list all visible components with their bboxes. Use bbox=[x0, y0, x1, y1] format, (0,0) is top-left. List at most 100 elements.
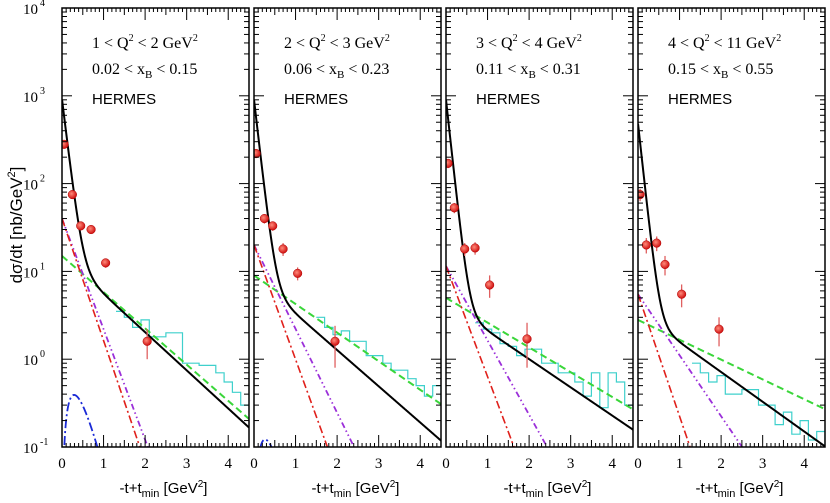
x-tick-label: 0 bbox=[58, 456, 66, 472]
panel-4: 0 1 2 3 4 -t+tmin [GeV2] 4 < Q2 < 11 GeV2 0.15 … bbox=[634, 7, 826, 500]
curve-magenta bbox=[446, 265, 549, 447]
data-point bbox=[460, 244, 470, 254]
curve-blue bbox=[63, 394, 99, 447]
curve-total bbox=[638, 123, 825, 447]
data-point bbox=[522, 334, 532, 344]
curve-red bbox=[638, 294, 691, 447]
data-point bbox=[76, 221, 86, 231]
histogram bbox=[692, 362, 825, 447]
data-point bbox=[142, 336, 152, 346]
x-axis-label: -t+tmin [GeV2] bbox=[504, 479, 592, 500]
panel-q2-label: 3 < Q2 < 4 GeV2 bbox=[476, 33, 582, 52]
panel-frame bbox=[637, 7, 826, 448]
data-point bbox=[641, 240, 651, 250]
x-tick-label: 3 bbox=[567, 456, 575, 472]
x-axis-label: -t+tmin [GeV2] bbox=[120, 479, 208, 500]
data-point bbox=[470, 243, 480, 253]
x-tick-label: 0 bbox=[634, 456, 642, 472]
panel-xb-label: 0.06 < xB < 0.23 bbox=[284, 61, 389, 81]
x-tick-label: 1 bbox=[100, 456, 108, 472]
y-axis-label-sup: 2 bbox=[6, 171, 18, 177]
curve-red bbox=[446, 265, 515, 447]
y-tick-exponent: -1 bbox=[40, 437, 48, 448]
x-axis-label: -t+tmin [GeV2] bbox=[312, 479, 400, 500]
panel-3: 0 1 2 3 4 -t+tmin [GeV2] 3 < Q2 < 4 GeV2 0.11 <… bbox=[442, 7, 634, 500]
panel-q2-label: 4 < Q2 < 11 GeV2 bbox=[668, 33, 781, 52]
data-point bbox=[449, 203, 459, 213]
x-axis-label: -t+tmin [GeV2] bbox=[696, 479, 784, 500]
x-tick-label: 4 bbox=[608, 456, 616, 472]
curve-total bbox=[254, 99, 441, 442]
data-point bbox=[293, 268, 303, 278]
data-point bbox=[101, 258, 111, 268]
data-point bbox=[652, 238, 662, 248]
curve-total bbox=[62, 99, 249, 429]
y-tick-label: 10 bbox=[23, 265, 38, 281]
curve-green bbox=[62, 255, 249, 420]
data-point bbox=[278, 244, 288, 254]
panel-q2-label: 2 < Q2 < 3 GeV2 bbox=[284, 33, 390, 52]
data-point bbox=[259, 213, 269, 224]
histogram bbox=[116, 310, 249, 406]
x-tick-label: 1 bbox=[484, 456, 492, 472]
y-tick-exponent: 1 bbox=[40, 261, 45, 272]
data-point bbox=[330, 336, 340, 346]
panel-experiment-label: HERMES bbox=[668, 91, 732, 108]
y-tick-exponent: 3 bbox=[40, 86, 45, 97]
panel-experiment-label: HERMES bbox=[476, 91, 540, 108]
x-tick-label: 2 bbox=[333, 456, 341, 472]
curve-total bbox=[446, 99, 633, 431]
y-tick-label: 10 bbox=[23, 441, 38, 457]
panels: 0 1 2 3 4 -t+tmin [GeV2] 1 < Q2 < 2 GeV2 0.02 <… bbox=[58, 7, 826, 500]
curve-magenta bbox=[638, 293, 744, 447]
data-point bbox=[268, 221, 278, 231]
y-tick-exponent: 2 bbox=[40, 174, 45, 185]
x-tick-label: 1 bbox=[292, 456, 300, 472]
x-tick-label: 0 bbox=[250, 456, 258, 472]
x-tick-label: 2 bbox=[141, 456, 149, 472]
x-tick-label: 3 bbox=[183, 456, 191, 472]
curve-magenta bbox=[62, 218, 149, 447]
histogram bbox=[475, 322, 633, 421]
curve-green bbox=[638, 319, 825, 411]
panel-experiment-label: HERMES bbox=[284, 91, 348, 108]
x-tick-label: 3 bbox=[759, 456, 767, 472]
panel-experiment-label: HERMES bbox=[92, 91, 156, 108]
x-tick-label: 4 bbox=[800, 456, 808, 472]
y-tick-exponent: 0 bbox=[40, 349, 45, 360]
y-tick-label: 10 bbox=[23, 90, 38, 106]
data-point bbox=[677, 289, 687, 299]
data-point bbox=[660, 259, 670, 269]
y-tick-label: 10 bbox=[23, 178, 38, 194]
panel-frame bbox=[445, 7, 634, 448]
curve-red bbox=[254, 244, 329, 447]
panel-xb-label: 0.11 < xB < 0.31 bbox=[476, 61, 581, 81]
curve-red bbox=[62, 218, 141, 447]
panel-2: 0 1 2 3 4 -t+tmin [GeV2] 2 < Q2 < 3 GeV2 0.06 <… bbox=[250, 7, 442, 500]
panel-frame bbox=[253, 7, 442, 448]
y-tick-exponent: 4 bbox=[40, 0, 45, 9]
x-tick-label: 4 bbox=[224, 456, 232, 472]
x-tick-label: 4 bbox=[416, 456, 424, 472]
x-tick-label: 0 bbox=[442, 456, 450, 472]
data-point bbox=[714, 324, 724, 334]
x-tick-label: 1 bbox=[676, 456, 684, 472]
panel-1: 0 1 2 3 4 -t+tmin [GeV2] 1 < Q2 < 2 GeV2 0.02 <… bbox=[58, 7, 250, 500]
data-point bbox=[446, 158, 453, 168]
y-axis-label: dσ/dt [nb/GeV2] bbox=[6, 167, 26, 284]
y-tick-label: 10 bbox=[23, 353, 38, 369]
x-tick-label: 3 bbox=[375, 456, 383, 472]
panel-xb-label: 0.15 < xB < 0.55 bbox=[668, 61, 773, 81]
data-point bbox=[86, 224, 96, 235]
data-point bbox=[254, 148, 261, 159]
data-point bbox=[485, 280, 495, 290]
curve-magenta bbox=[254, 244, 356, 447]
x-tick-label: 2 bbox=[525, 456, 533, 472]
curve-green bbox=[254, 274, 441, 405]
data-point bbox=[67, 190, 77, 200]
x-tick-label: 2 bbox=[717, 456, 725, 472]
y-tick-label: 10 bbox=[23, 2, 38, 18]
panel-frame bbox=[61, 7, 250, 448]
